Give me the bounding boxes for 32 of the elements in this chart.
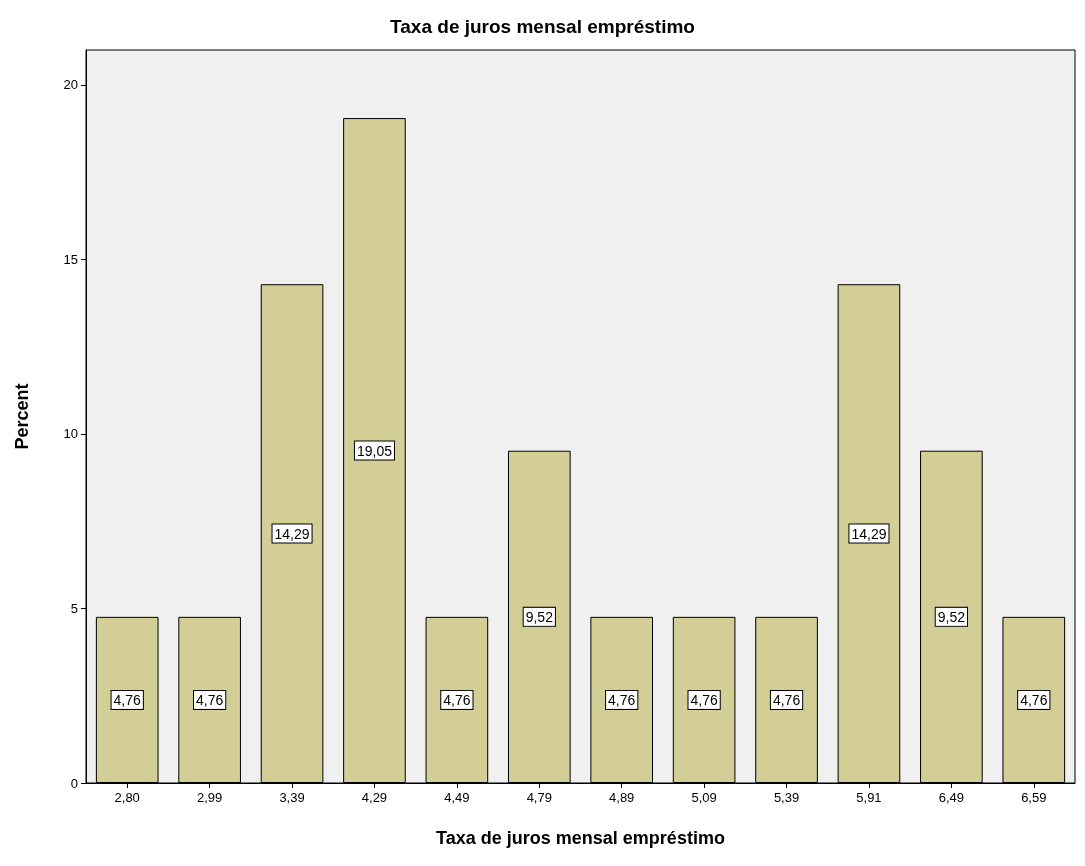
x-tick-label: 4,29 bbox=[361, 790, 388, 805]
data-label: 4,76 bbox=[608, 691, 636, 708]
y-tick-label: 0 bbox=[70, 775, 78, 791]
data-label: 19,05 bbox=[356, 442, 393, 459]
x-tick-label: 2,80 bbox=[114, 790, 140, 805]
y-axis-title: Percent bbox=[12, 383, 32, 450]
y-tick-label: 10 bbox=[63, 426, 78, 442]
data-label: 9,52 bbox=[525, 608, 554, 625]
x-tick-label: 4,49 bbox=[444, 790, 470, 805]
x-tick-label: 4,79 bbox=[526, 790, 552, 805]
x-tick-label: 6,49 bbox=[938, 790, 965, 805]
data-label: 4,76 bbox=[113, 691, 142, 708]
data-label: 14,29 bbox=[274, 525, 310, 542]
data-label: 4,76 bbox=[772, 691, 801, 708]
data-label: 4,76 bbox=[196, 691, 224, 708]
data-label: 4,76 bbox=[690, 691, 718, 708]
chart-title: Taxa de juros mensal empréstimo bbox=[390, 16, 695, 37]
x-tick-label: 4,89 bbox=[609, 790, 635, 805]
x-tick-label: 3,39 bbox=[279, 790, 305, 805]
data-label: 9,52 bbox=[937, 608, 966, 625]
data-label: 4,76 bbox=[443, 691, 471, 708]
y-tick-label: 20 bbox=[63, 77, 78, 93]
x-tick-label: 5,39 bbox=[773, 790, 800, 805]
x-tick-label: 5,09 bbox=[691, 790, 717, 805]
x-tick-label: 2,99 bbox=[196, 790, 223, 805]
x-axis-title: Taxa de juros mensal empréstimo bbox=[436, 828, 725, 848]
y-tick-label: 5 bbox=[70, 600, 78, 616]
x-tick-label: 5,91 bbox=[856, 790, 882, 805]
y-tick-label: 15 bbox=[63, 251, 78, 267]
x-tick-label: 6,59 bbox=[1021, 790, 1047, 805]
data-label: 14,29 bbox=[851, 525, 887, 542]
data-label: 4,76 bbox=[1020, 691, 1048, 708]
